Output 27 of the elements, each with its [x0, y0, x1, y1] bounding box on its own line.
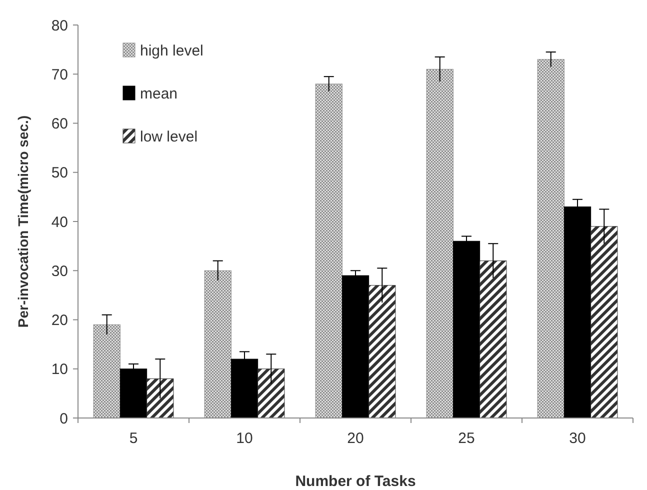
y-tick-label: 0 [60, 410, 68, 428]
bar [480, 260, 507, 418]
y-tick-label: 50 [51, 164, 68, 182]
legend-label: low level [140, 128, 198, 146]
bar [146, 378, 174, 418]
x-tick-label: 30 [569, 430, 586, 447]
x-axis-title: Number of Tasks [295, 473, 416, 490]
bar [368, 285, 396, 418]
y-tick-label: 60 [51, 116, 68, 132]
bar [120, 368, 148, 418]
x-tick-label: 25 [458, 430, 475, 447]
y-tick-label: 70 [51, 66, 68, 84]
y-tick-label: 40 [51, 214, 68, 231]
legend-label: high level [140, 42, 204, 60]
x-tick-label: 20 [347, 430, 364, 447]
y-tick-label: 30 [51, 262, 68, 280]
bar [590, 226, 618, 418]
bar [342, 275, 370, 418]
y-tick-label: 80 [51, 17, 68, 34]
bar [452, 240, 480, 418]
x-tick-label: 5 [129, 430, 138, 447]
legend-label: mean [140, 85, 178, 102]
x-tick-label: 10 [236, 430, 253, 447]
y-tick-label: 10 [51, 361, 68, 378]
y-tick-label: 20 [51, 312, 68, 329]
y-axis-title: Per-invocation Time(micro sec.) [15, 115, 31, 328]
bar [258, 368, 285, 418]
